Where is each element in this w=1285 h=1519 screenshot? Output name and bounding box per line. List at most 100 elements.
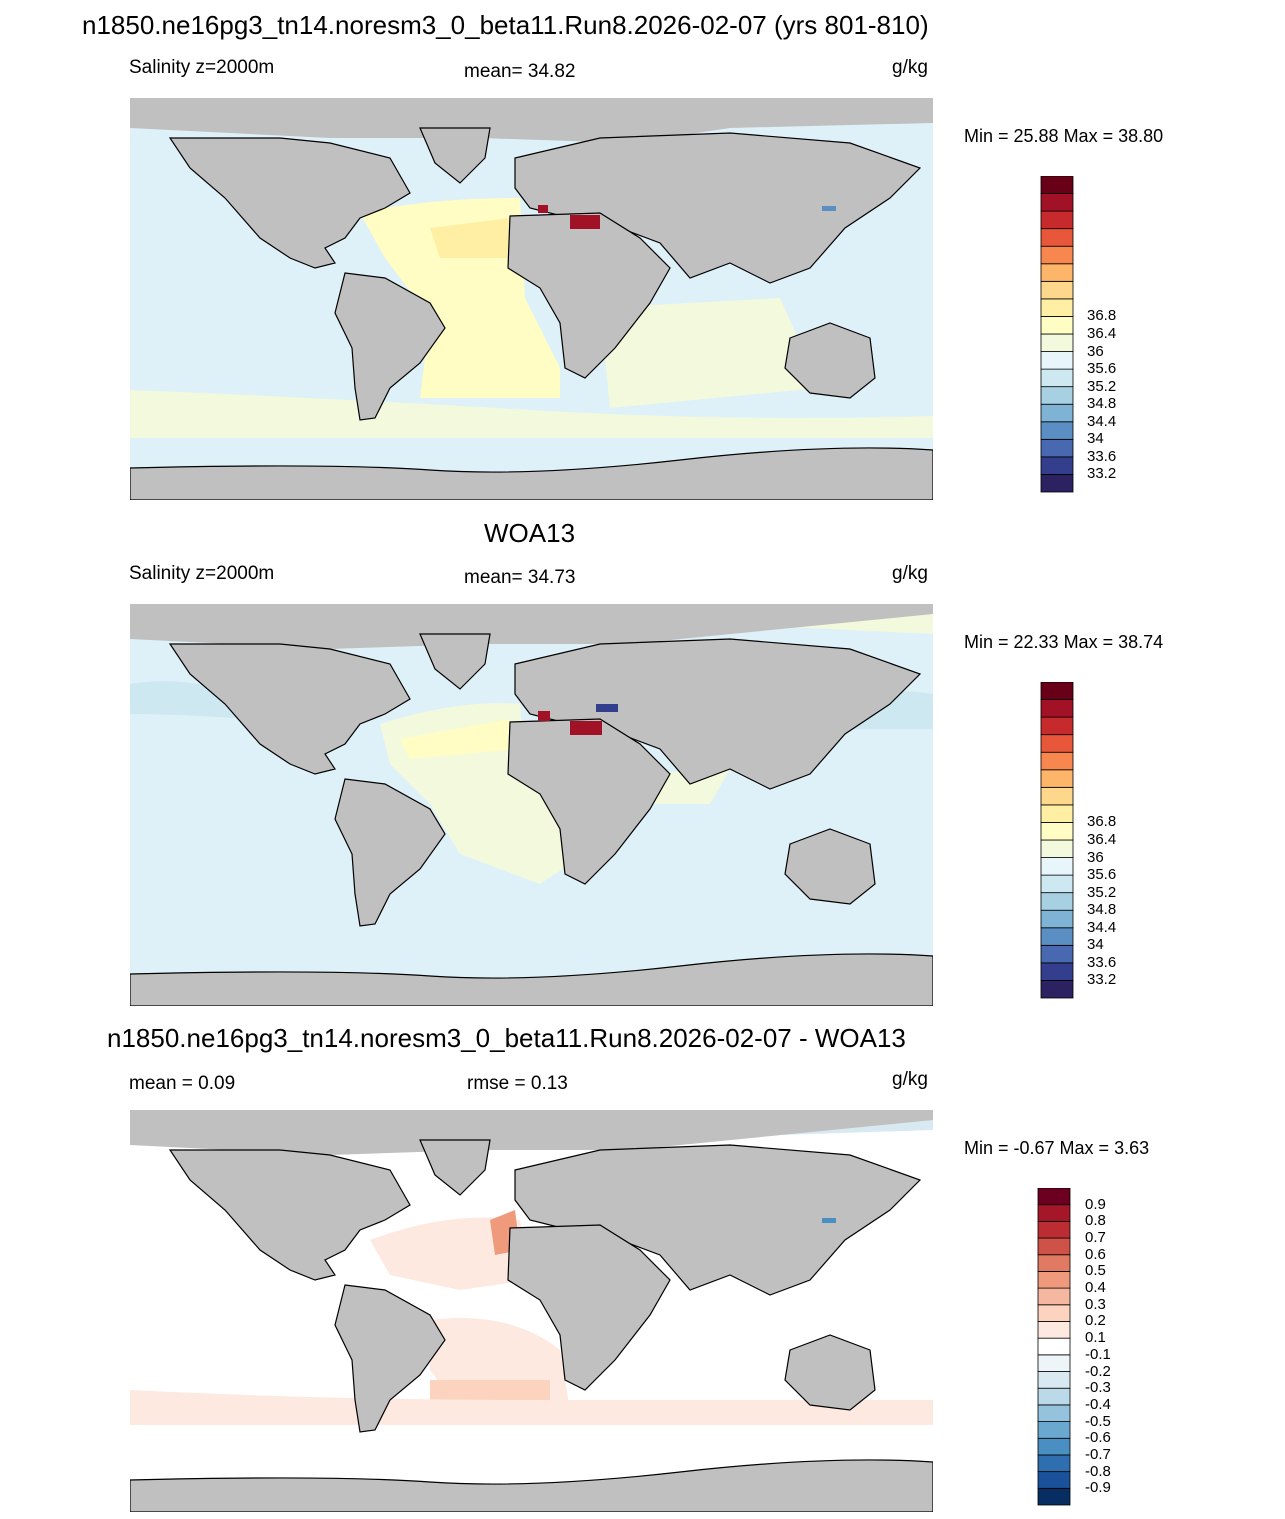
- colorbar-swatch: [1037, 1321, 1071, 1339]
- arctic-missing: [130, 1110, 933, 1155]
- colorbar-tick-label: 36.4: [1087, 831, 1117, 848]
- colorbar-tick-label: -0.2: [1085, 1362, 1111, 1380]
- mediterranean-west: [538, 205, 548, 213]
- greenland: [419, 633, 491, 690]
- colorbar-swatch: [1040, 403, 1074, 423]
- panel1-mean-label: mean= 34.82: [464, 61, 576, 82]
- colorbar-swatch: [1040, 263, 1074, 282]
- south-america: [334, 272, 446, 421]
- colorbar-tick-label: 36.4: [1087, 325, 1117, 342]
- south-america: [334, 778, 446, 927]
- colorbar-swatch: [1040, 927, 1074, 946]
- colorbar-swatch: [1037, 1371, 1071, 1389]
- colorbar-tick-label: -0.7: [1085, 1445, 1111, 1463]
- southern-ocean-anomaly: [130, 1390, 933, 1425]
- colorbar-tick-label: 36.8: [1087, 813, 1117, 831]
- north-america: [168, 1149, 411, 1281]
- colorbar-tick-label: 34.4: [1087, 412, 1117, 430]
- colorbar-tick-label: 34.8: [1087, 901, 1117, 919]
- panel2-colorbar-swatches: [1040, 682, 1074, 999]
- mediterranean-east: [570, 721, 602, 735]
- black-sea: [596, 704, 618, 712]
- colorbar-swatch: [1040, 857, 1074, 876]
- colorbar-tick-label: -0.8: [1085, 1462, 1111, 1480]
- colorbar-tick-label: -0.6: [1085, 1429, 1111, 1447]
- mediterranean-west: [538, 711, 550, 721]
- colorbar-swatch: [1037, 1271, 1071, 1289]
- colorbar-swatch: [1040, 769, 1074, 788]
- atlantic-anomaly: [370, 1217, 530, 1290]
- panel3-mean-label: mean = 0.09: [129, 1073, 236, 1094]
- colorbar-tick-label: 0.3: [1085, 1295, 1106, 1313]
- colorbar-tick-label: -0.3: [1085, 1379, 1111, 1397]
- colorbar-swatch: [1040, 716, 1074, 736]
- colorbar-swatch: [1037, 1387, 1071, 1406]
- colorbar-tick-label: 35.6: [1087, 360, 1117, 378]
- colorbar-swatch: [1040, 193, 1074, 212]
- colorbar-swatch: [1037, 1471, 1071, 1489]
- colorbar-swatch: [1040, 368, 1074, 388]
- colorbar-swatch: [1040, 456, 1074, 475]
- colorbar-swatch: [1040, 944, 1074, 964]
- panel1-units-label: g/kg: [892, 57, 928, 78]
- panel2-mean-label: mean= 34.73: [464, 567, 576, 588]
- colorbar-swatch: [1040, 316, 1074, 335]
- colorbar-swatch: [1037, 1354, 1071, 1372]
- japan-sea: [822, 1218, 836, 1223]
- colorbar-swatch: [1040, 245, 1074, 265]
- panel2-map: [130, 604, 933, 1006]
- colorbar-tick-label: -0.4: [1085, 1395, 1111, 1413]
- colorbar-swatch: [1037, 1188, 1071, 1206]
- colorbar-swatch: [1040, 421, 1074, 440]
- panel1-colorbar-swatches: [1040, 176, 1074, 493]
- panel2-colorbar: [1040, 682, 1074, 999]
- arctic-missing: [130, 604, 933, 649]
- panel1-colorbar: [1040, 176, 1074, 493]
- colorbar-tick-label: 35.2: [1087, 883, 1117, 901]
- colorbar-tick-label: 0.8: [1085, 1212, 1106, 1230]
- panel2-minmax-label: Min = 22.33 Max = 38.74: [964, 632, 1164, 652]
- colorbar-tick-label: 36: [1087, 848, 1104, 866]
- colorbar-swatch: [1040, 682, 1074, 700]
- colorbar-tick-label: 33.6: [1087, 953, 1117, 971]
- panel2-title: WOA13: [484, 518, 576, 548]
- africa: [507, 718, 671, 885]
- atlantic-core: [400, 719, 518, 759]
- colorbar-swatch: [1037, 1287, 1071, 1306]
- antarctica: [130, 1459, 933, 1512]
- south-atlantic-core: [430, 1380, 550, 1405]
- colorbar-swatch: [1040, 822, 1074, 841]
- southern-band: [130, 390, 933, 438]
- australia: [784, 322, 876, 399]
- colorbar-tick-label: 33.6: [1087, 447, 1117, 465]
- colorbar-tick-label: 0.1: [1085, 1329, 1106, 1347]
- indian-band: [600, 298, 820, 408]
- greenland: [419, 127, 491, 184]
- colorbar-tick-label: 0.7: [1085, 1229, 1106, 1247]
- colorbar-swatch: [1040, 210, 1074, 230]
- colorbar-swatch: [1040, 962, 1074, 981]
- antarctica: [130, 447, 933, 500]
- colorbar-swatch: [1040, 438, 1074, 458]
- colorbar-swatch: [1040, 351, 1074, 370]
- colorbar-swatch: [1040, 699, 1074, 718]
- colorbar-swatch: [1037, 1404, 1071, 1422]
- colorbar-swatch: [1040, 874, 1074, 894]
- arctic-missing: [130, 98, 933, 143]
- panel2-variable-label: Salinity z=2000m: [129, 563, 275, 584]
- colorbar-tick-label: 34.8: [1087, 395, 1117, 413]
- colorbar-tick-label: -0.9: [1085, 1479, 1111, 1497]
- colorbar-swatch: [1037, 1204, 1071, 1222]
- atlantic-core: [430, 218, 515, 258]
- colorbar-swatch: [1037, 1454, 1071, 1473]
- colorbar-tick-label: 0.5: [1085, 1262, 1106, 1280]
- panel3-colorbar-swatches: [1037, 1188, 1071, 1506]
- colorbar-swatch: [1040, 386, 1074, 405]
- colorbar-swatch: [1040, 228, 1074, 247]
- greenland: [419, 1139, 491, 1196]
- colorbar-tick-label: -0.1: [1085, 1345, 1111, 1363]
- colorbar-swatch: [1037, 1220, 1071, 1239]
- colorbar-swatch: [1037, 1437, 1071, 1456]
- colorbar-swatch: [1040, 786, 1074, 806]
- colorbar-tick-label: -0.5: [1085, 1412, 1111, 1430]
